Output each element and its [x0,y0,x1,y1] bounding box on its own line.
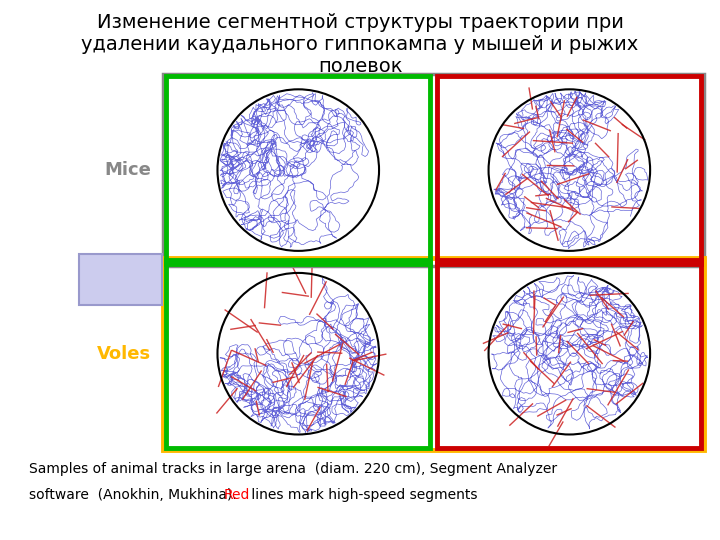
Text: Lesion: Lesion [104,289,149,302]
Text: lines mark high-speed segments: lines mark high-speed segments [247,488,477,502]
Text: Mice: Mice [104,161,151,179]
Text: software  (Anokhin, Mukhina).: software (Anokhin, Mukhina). [29,488,241,502]
Text: ■: ■ [86,288,101,303]
Text: полевок: полевок [318,57,402,76]
Text: Изменение сегментной структуры траектории при: Изменение сегментной структуры траектори… [96,14,624,32]
Text: удалении каудального гиппокампа у мышей и рыжих: удалении каудального гиппокампа у мышей … [81,35,639,54]
Text: Control: Control [104,259,155,272]
Text: Voles: Voles [97,345,151,363]
Text: Samples of animal tracks in large arena  (diam. 220 cm), Segment Analyzer: Samples of animal tracks in large arena … [29,462,557,476]
Text: Red: Red [223,488,250,502]
Text: ■: ■ [86,258,101,273]
